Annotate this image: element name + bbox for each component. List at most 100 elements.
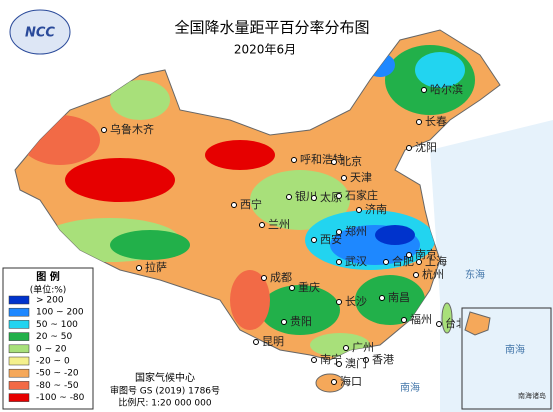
legend-swatch: [8, 307, 30, 317]
city-marker: [261, 275, 267, 281]
city-label: 香港: [372, 353, 394, 366]
city-marker: [336, 299, 342, 305]
legend-swatch: [8, 393, 30, 402]
city-marker: [341, 175, 347, 181]
legend-label: > 200: [36, 296, 64, 306]
city-label: 拉萨: [145, 260, 167, 274]
legend-label: -50 ~ -20: [36, 369, 79, 379]
legend-title: 图 例: [36, 270, 59, 283]
legend-swatch: [8, 344, 30, 354]
legend-unit: (单位:%): [30, 284, 67, 296]
legend: 图 例 (单位:%) > 200 100 ~ 200 50 ~ 100 20 ~ 50…: [2, 267, 94, 410]
city-label: 呼和浩特: [300, 152, 344, 166]
city-label: 长春: [425, 115, 447, 128]
legend-swatch: [8, 320, 30, 329]
footer-scale: 比例尺: 1:20 000 000: [118, 397, 211, 409]
city-marker: [383, 259, 389, 265]
city-marker: [336, 229, 342, 235]
legend-swatch: [8, 295, 30, 305]
city-marker: [291, 157, 297, 163]
city-marker: [413, 272, 419, 278]
city-label: 昆明: [262, 335, 284, 348]
city-marker: [379, 295, 385, 301]
inset-label: 南海: [505, 343, 525, 356]
city-marker: [253, 339, 259, 345]
city-marker: [336, 361, 342, 367]
legend-label: -20 ~ 0: [36, 357, 70, 367]
city-label: 成都: [270, 271, 292, 284]
city-label: 西安: [320, 232, 342, 246]
city-marker: [336, 193, 342, 199]
city-label: 济南: [365, 202, 387, 216]
city-label: 贵阳: [290, 315, 312, 328]
city-marker: [101, 127, 107, 133]
city-marker: [356, 207, 362, 213]
city-marker: [331, 159, 337, 165]
legend-swatch: [8, 356, 30, 366]
inset: 南海 南海诸岛: [461, 307, 552, 410]
legend-label: 0 ~ 20: [36, 344, 67, 354]
city-label: 武汉: [345, 255, 367, 268]
legend-swatch: [8, 332, 30, 341]
city-label: 石家庄: [345, 188, 378, 202]
footer-approval: 审图号 GS (2019) 1786号: [110, 385, 220, 397]
city-marker: [331, 379, 337, 385]
city-label: 海口: [340, 374, 362, 388]
city-marker: [136, 265, 142, 271]
sea-label: 东海: [465, 268, 485, 281]
city-marker: [416, 119, 422, 125]
city-label: 沈阳: [415, 140, 437, 154]
hainan: [315, 373, 345, 393]
taiwan: [441, 302, 453, 334]
footer-agency: 国家气候中心: [135, 371, 195, 384]
city-marker: [311, 357, 317, 363]
city-label: 澳门: [345, 356, 367, 370]
city-marker: [421, 87, 427, 93]
city-marker: [259, 222, 265, 228]
legend-label: 20 ~ 50: [36, 332, 72, 342]
city-label: 上海: [425, 254, 447, 268]
city-marker: [416, 259, 422, 265]
city-label: 长沙: [345, 295, 367, 308]
legend-swatch: [8, 381, 30, 390]
city-marker: [311, 237, 317, 243]
city-label: 杭州: [422, 267, 444, 281]
city-marker: [311, 195, 317, 201]
title: 全国降水量距平百分率分布图: [174, 19, 369, 37]
city-marker: [281, 319, 287, 325]
city-label: 南昌: [388, 291, 410, 304]
sea-label: 南海: [400, 381, 420, 394]
subtitle: 2020年6月: [234, 43, 296, 57]
city-marker: [406, 145, 412, 151]
city-label: 郑州: [345, 224, 367, 238]
legend-label: 50 ~ 100: [36, 320, 78, 330]
city-label: 乌鲁木齐: [110, 122, 154, 136]
city-label: 兰州: [268, 218, 290, 231]
logo-text: NCC: [25, 26, 55, 41]
legend-label: -100 ~ -80: [36, 393, 85, 403]
inset-caption: 南海诸岛: [518, 391, 546, 400]
legend-label: 100 ~ 200: [36, 308, 84, 318]
city-marker: [406, 252, 412, 258]
city-label: 太原: [320, 191, 342, 204]
city-label: 哈尔滨: [430, 82, 463, 96]
city-marker: [289, 285, 295, 291]
legend-swatch: [8, 368, 30, 378]
city-marker: [401, 317, 407, 323]
city-label: 西宁: [240, 197, 262, 211]
city-label: 南京: [415, 247, 437, 261]
city-marker: [436, 321, 442, 327]
city-label: 北京: [340, 154, 362, 168]
city-label: 天津: [350, 171, 372, 184]
city-marker: [363, 357, 369, 363]
city-label: 福州: [410, 312, 432, 326]
city-marker: [343, 345, 349, 351]
city-marker: [336, 259, 342, 265]
city-label: 广州: [352, 341, 374, 354]
legend-label: -80 ~ -50: [36, 381, 79, 391]
city-label: 重庆: [298, 280, 320, 294]
city-marker: [231, 202, 237, 208]
logo: NCC: [9, 9, 71, 55]
